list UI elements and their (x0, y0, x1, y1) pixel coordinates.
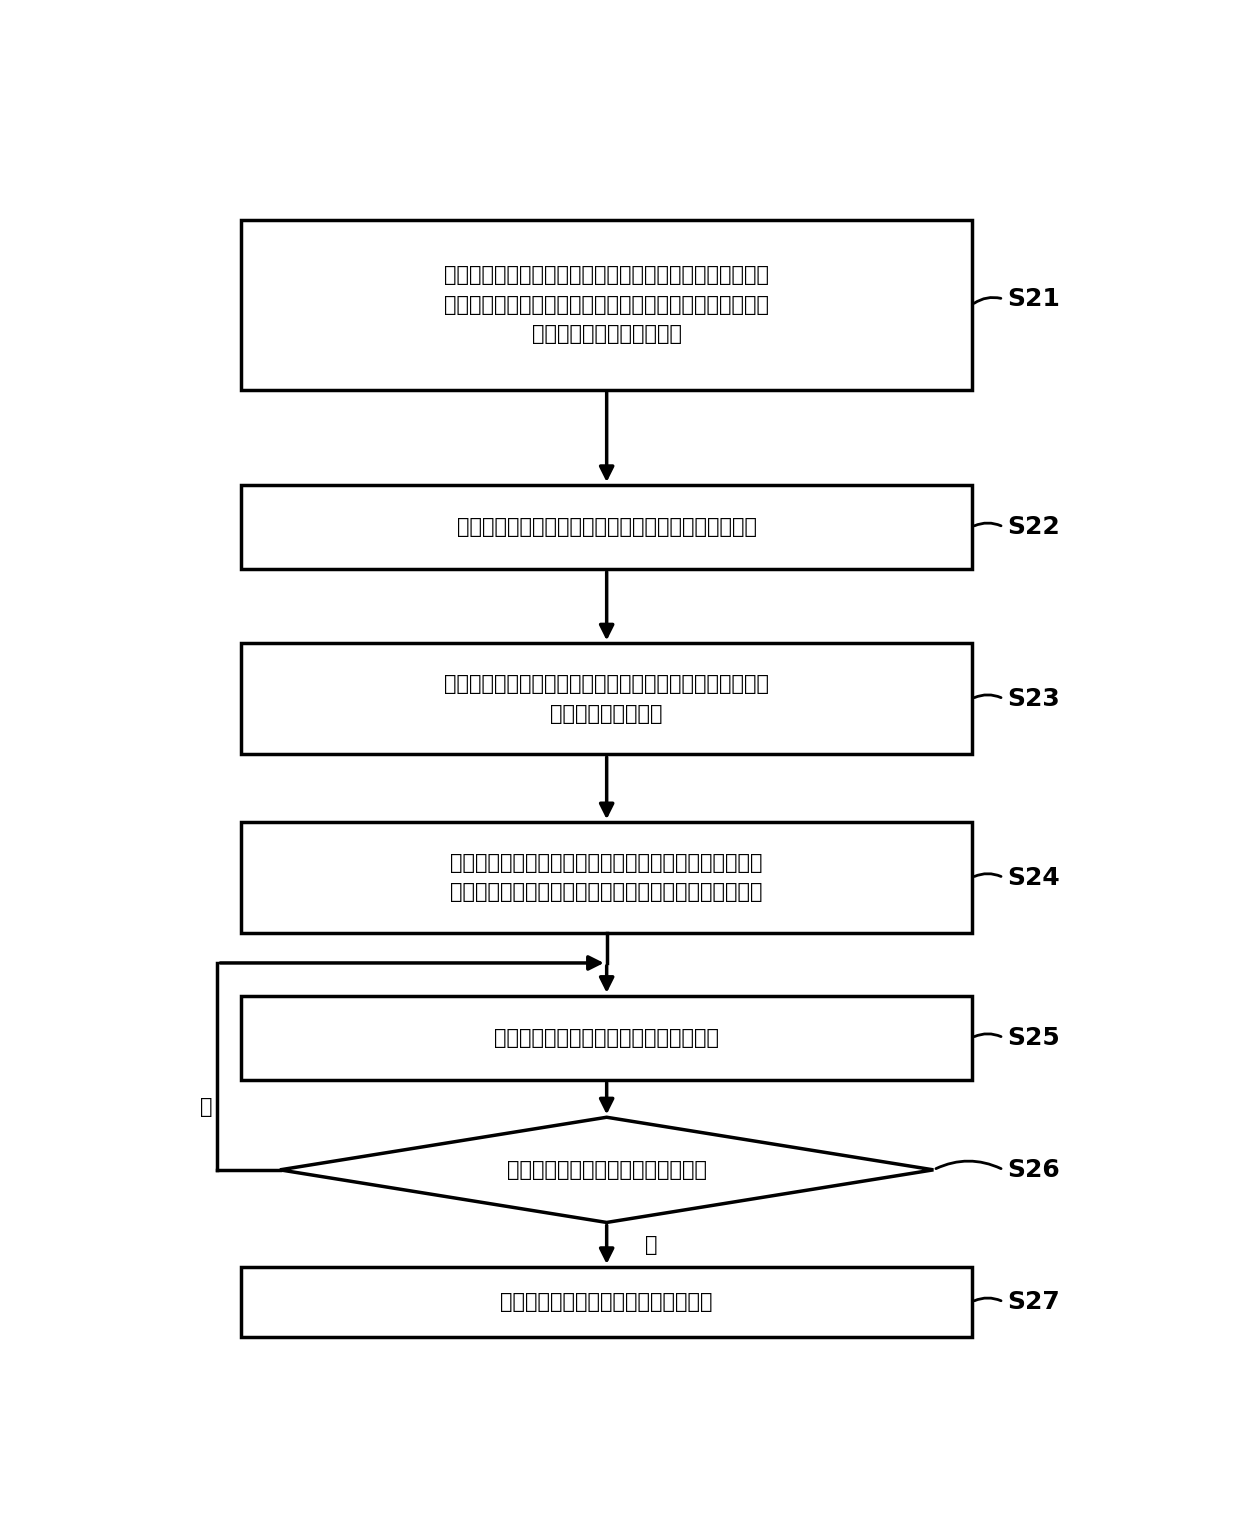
FancyBboxPatch shape (242, 1268, 972, 1337)
FancyBboxPatch shape (242, 484, 972, 569)
Text: 所述性能参数值是否低于标准参数值: 所述性能参数值是否低于标准参数值 (507, 1160, 707, 1179)
FancyBboxPatch shape (242, 644, 972, 754)
Text: 当当前的检测点检测的行驶参数与所述行驶计划中当前的
检测点对应的行驶参数不同时，调整所述汽车的行驶参数: 当当前的检测点检测的行驶参数与所述行驶计划中当前的 检测点对应的行驶参数不同时，… (450, 853, 763, 902)
Text: S26: S26 (1007, 1158, 1060, 1183)
Text: S22: S22 (1007, 515, 1060, 539)
Text: S23: S23 (1007, 686, 1060, 710)
Text: 否: 否 (200, 1098, 213, 1117)
FancyBboxPatch shape (242, 220, 972, 390)
Text: S25: S25 (1007, 1026, 1060, 1050)
FancyBboxPatch shape (242, 996, 972, 1079)
Text: 所述汽车电驱动系统可靠性性能不合格: 所述汽车电驱动系统可靠性性能不合格 (501, 1292, 713, 1312)
Text: 控制汽车在所述路线上按照所述行驶计划进行行驶试验: 控制汽车在所述路线上按照所述行驶计划进行行驶试验 (456, 518, 756, 537)
Text: S24: S24 (1007, 865, 1060, 890)
Text: 设置汽车行驶的路线及与所述路线匹配的行驶计划，所述预
设的道路设置有多个检测点，所述行驶计划包括与每个所述
检测点一一对应的行驶参数: 设置汽车行驶的路线及与所述路线匹配的行驶计划，所述预 设的道路设置有多个检测点，… (444, 266, 769, 345)
Text: 当所述汽车行驶到预设的检测点时，获取所述检测点检测的
所述汽车的行驶参数: 当所述汽车行驶到预设的检测点时，获取所述检测点检测的 所述汽车的行驶参数 (444, 674, 769, 724)
FancyBboxPatch shape (242, 823, 972, 934)
Text: S21: S21 (1007, 287, 1060, 311)
Polygon shape (280, 1117, 934, 1222)
Text: S27: S27 (1007, 1290, 1060, 1315)
Text: 以预设的频率检测所述汽车的性能参数值: 以预设的频率检测所述汽车的性能参数值 (495, 1028, 719, 1047)
Text: 是: 是 (645, 1234, 657, 1255)
